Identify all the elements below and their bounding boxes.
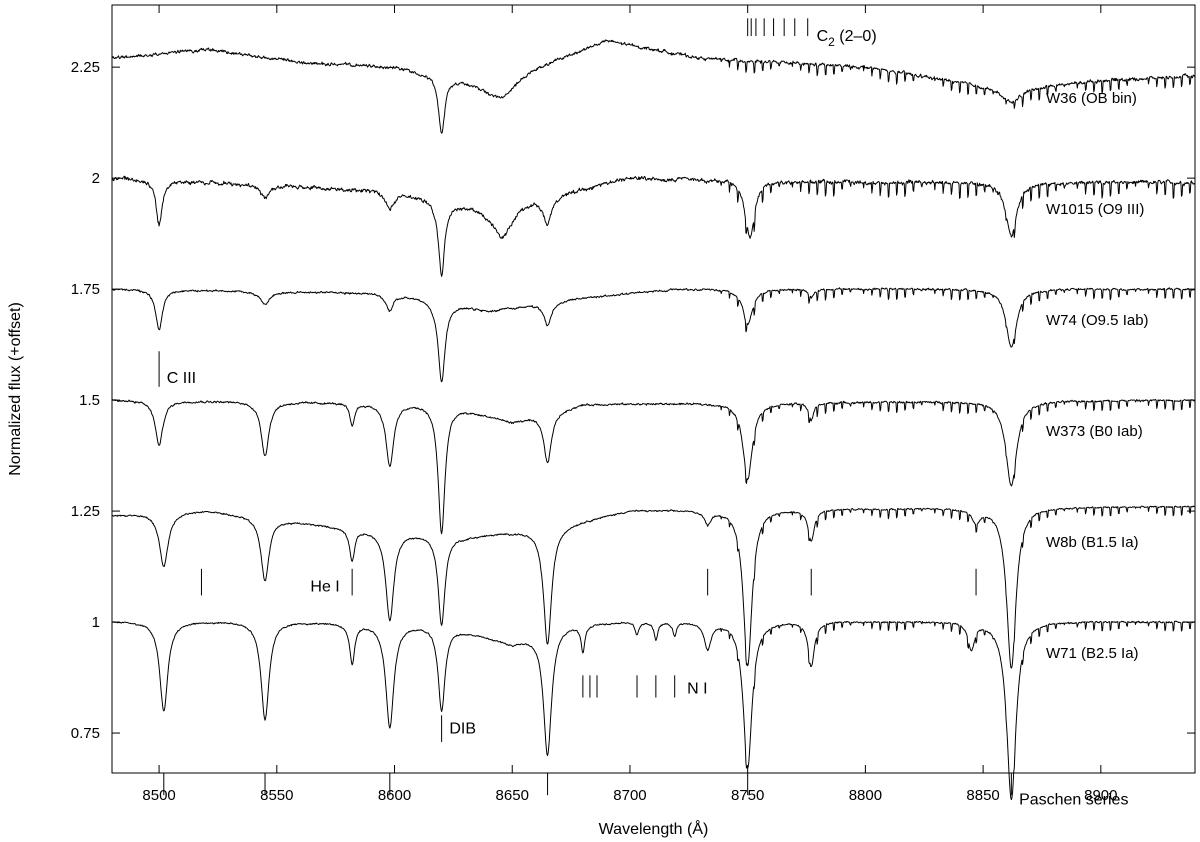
spectrum-line: [111, 505, 1196, 669]
line-identifications: C2 (2–0) C III He I N I DIB Paschen series: [158, 18, 1128, 809]
x-tick-label: 8850: [966, 787, 999, 804]
x-tick-label: 8750: [731, 787, 764, 804]
annotation-text: Paschen series: [1019, 792, 1128, 809]
annotation-label: He I: [310, 579, 339, 596]
annotation-text: C: [817, 28, 829, 45]
x-tick-label: 8900: [1084, 787, 1117, 804]
x-tick-label: 8650: [496, 787, 529, 804]
y-tick-label: 1.75: [71, 281, 100, 298]
spectra-series: W36 (OB bin) W1015 (O9 III) W74 (O9.5 Iab)…: [111, 39, 1196, 801]
series-label: W8b (B1.5 Ia): [1046, 534, 1139, 551]
spectrum-line: [111, 287, 1196, 383]
annotation-subscript: 2: [828, 35, 835, 49]
x-axis-label: Wavelength (Å): [599, 819, 709, 838]
x-tick-label: 8550: [260, 787, 293, 804]
spectrum-line: [111, 399, 1196, 535]
annotation-label: Paschen series: [1019, 792, 1128, 809]
axis-ticks: 8500 8550 8600 8650 8700 8750 8800 8850 8900 0.75…: [71, 5, 1195, 804]
x-tick-label: 8700: [613, 787, 646, 804]
y-tick-label: 2: [92, 170, 100, 187]
series-label: W373 (B0 Iab): [1046, 423, 1143, 440]
annotation-label: C III: [167, 370, 196, 387]
annotation-text: He I: [310, 579, 339, 596]
annotation-label: N I: [687, 681, 707, 698]
y-tick-label: 1: [92, 614, 100, 631]
y-tick-label: 2.25: [71, 59, 100, 76]
plot-frame: [111, 4, 1196, 774]
x-tick-label: 8600: [378, 787, 411, 804]
annotation-label: C2 (2–0): [817, 28, 877, 49]
x-tick-label: 8500: [142, 787, 175, 804]
y-tick-label: 1.25: [71, 503, 100, 520]
annotation-label: DIB: [449, 721, 476, 738]
series-label: W71 (B2.5 Ia): [1046, 645, 1139, 662]
annotation-text: N I: [687, 681, 707, 698]
annotation-suffix: (2–0): [835, 28, 877, 45]
series-label: W74 (O9.5 Iab): [1046, 312, 1149, 329]
annotation-text: DIB: [449, 721, 476, 738]
spectrum-line: [111, 39, 1196, 134]
y-tick-label: 0.75: [71, 725, 100, 742]
spectrum-line: [111, 175, 1196, 277]
x-tick-label: 8800: [849, 787, 882, 804]
series-label: W1015 (O9 III): [1046, 201, 1144, 218]
series-label: W36 (OB bin): [1046, 90, 1137, 107]
annotation-text: C III: [167, 370, 196, 387]
spectrum-line: [111, 620, 1196, 801]
y-tick-label: 1.5: [79, 392, 100, 409]
y-axis-label: Normalized flux (+offset): [7, 302, 24, 476]
